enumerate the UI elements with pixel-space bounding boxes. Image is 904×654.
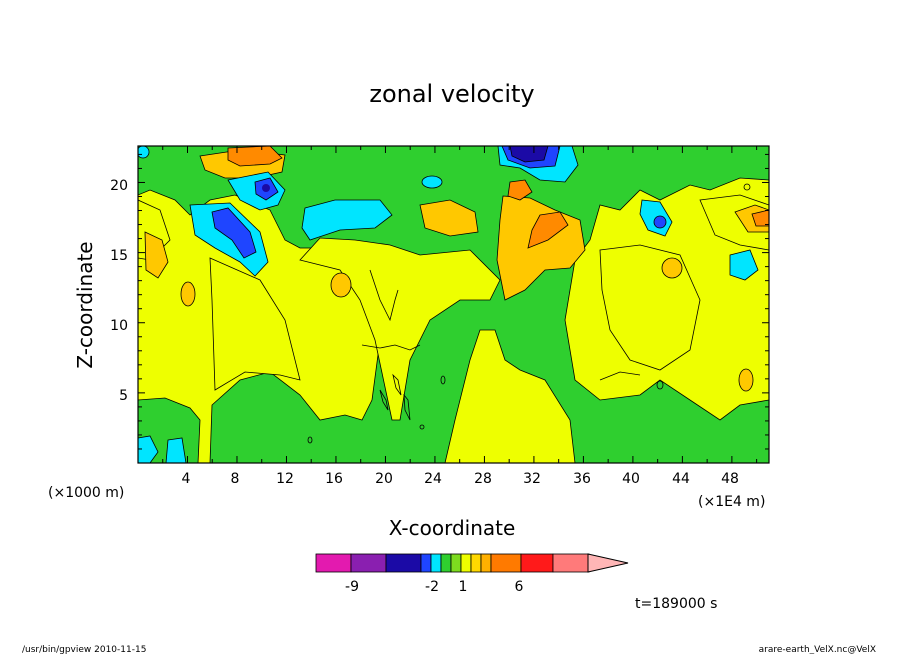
contour-region-orange xyxy=(527,211,569,249)
x-axis-label: X-coordinate xyxy=(389,516,516,540)
contour-region-yellow xyxy=(209,257,301,391)
x-tick-label: 20 xyxy=(375,471,393,487)
colorbar-cell xyxy=(440,553,452,573)
colorbar-cell xyxy=(490,553,522,573)
colorbar-cell xyxy=(385,553,422,573)
colorbar: -9 -2 1 6 xyxy=(315,553,629,595)
plot-frame xyxy=(137,145,770,464)
colorbar-label: -2 xyxy=(425,579,439,595)
colorbar-cell xyxy=(315,553,352,573)
x-axis: 4 8 12 16 20 24 28 32 36 40 44 48 (×1000… xyxy=(48,146,765,540)
colorbar-cell xyxy=(350,553,387,573)
y-axis-label: Z-coordinate xyxy=(73,241,97,368)
colorbar-cell xyxy=(470,553,482,573)
colorbar-cell xyxy=(420,553,432,573)
colorbar-label: -9 xyxy=(345,579,359,595)
footer-left: /usr/bin/gpview 2010-11-15 xyxy=(22,645,146,654)
contour-region-light-orange xyxy=(738,368,754,392)
x-tick-label: 48 xyxy=(721,471,739,487)
contour-region-cyan xyxy=(189,202,269,277)
colorbar-cell xyxy=(520,553,554,573)
y-tick-label: 20 xyxy=(110,178,128,194)
colorbar-cell xyxy=(450,553,462,573)
x-tick-label: 16 xyxy=(325,471,343,487)
contour-field xyxy=(138,146,769,463)
contour-region-orange xyxy=(507,179,533,201)
y-axis: 5 10 15 20 Z-coordinate xyxy=(73,153,769,450)
contour-region-cyan xyxy=(421,175,443,189)
contour-region-cyan xyxy=(301,199,393,241)
footer-right: arare-earth_VelX.nc@VelX xyxy=(759,645,876,654)
contour-region-orange xyxy=(227,146,283,167)
contour-region-cyan xyxy=(729,249,759,281)
contour-region-light-orange xyxy=(180,281,196,307)
contour-region-cyan xyxy=(165,437,187,463)
contour-region-cyan xyxy=(138,146,150,159)
y-tick-label: 5 xyxy=(119,388,128,404)
x-tick-label: 44 xyxy=(672,471,690,487)
contour-region-light-orange xyxy=(661,257,683,279)
contour-region-blue xyxy=(211,207,257,259)
colorbar-cell xyxy=(552,553,590,573)
contour-region-light-orange xyxy=(330,272,352,298)
contour-region-cyan xyxy=(138,435,159,463)
x-unit-left: (×1000 m) xyxy=(48,485,124,501)
y-tick-label: 15 xyxy=(110,248,128,264)
time-label: t=189000 s xyxy=(635,596,717,612)
x-unit-right: (×1E4 m) xyxy=(698,494,765,510)
contour-region-dark-blue xyxy=(509,146,549,163)
colorbar-cell xyxy=(480,553,492,573)
contour-lines xyxy=(307,183,751,444)
x-tick-label: 8 xyxy=(231,471,240,487)
x-tick-label: 36 xyxy=(573,471,591,487)
contour-region-blue xyxy=(653,215,667,229)
x-tick-label: 4 xyxy=(182,471,191,487)
colorbar-label: 6 xyxy=(515,579,524,595)
x-tick-label: 24 xyxy=(424,471,442,487)
colorbar-cell xyxy=(430,553,442,573)
contour-region-light-orange xyxy=(419,199,479,237)
contour-region-orange xyxy=(751,209,769,227)
contour-region-dark-blue xyxy=(262,184,270,192)
y-tick-label: 10 xyxy=(110,318,128,334)
x-tick-label: 12 xyxy=(276,471,294,487)
x-tick-label: 40 xyxy=(622,471,640,487)
colorbar-label: 1 xyxy=(459,579,468,595)
contour-region-light-orange xyxy=(144,231,169,279)
colorbar-cell xyxy=(460,553,472,573)
x-tick-label: 28 xyxy=(474,471,492,487)
x-tick-labels: 4 8 12 16 20 24 28 32 36 40 44 48 xyxy=(182,471,739,487)
colorbar-arrow xyxy=(587,553,629,573)
chart-title: zonal velocity xyxy=(369,80,534,108)
x-tick-label: 32 xyxy=(523,471,541,487)
